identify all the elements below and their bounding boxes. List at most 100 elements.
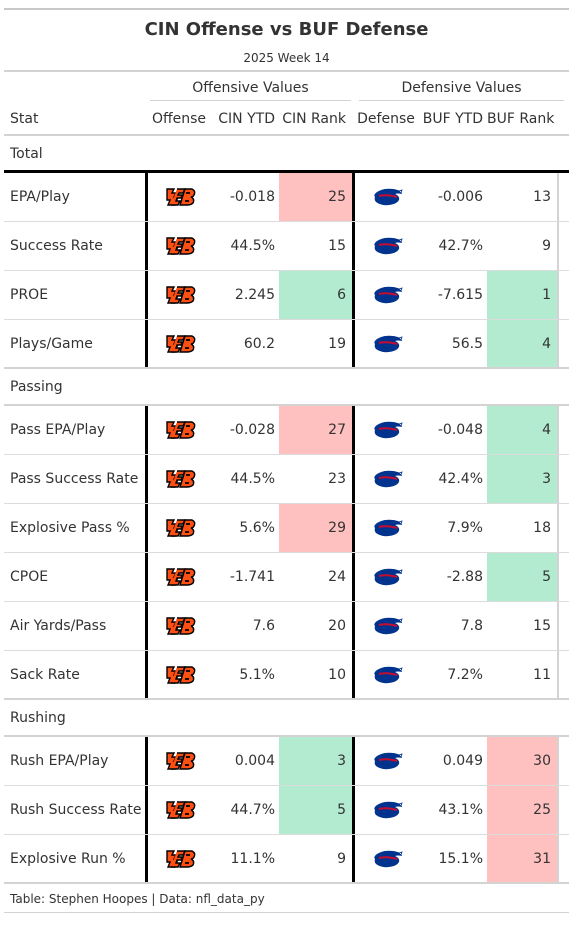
bengals-logo-icon: [145, 651, 213, 698]
buf-rank-value: 18: [487, 504, 559, 552]
cin-ytd-value: 60.2: [243, 335, 275, 352]
cin-ytd-value: 0.004: [234, 753, 275, 769]
cin-ytd-value: -1.741: [229, 569, 275, 585]
group-heading: Total: [4, 136, 569, 173]
buf-ytd-value: -0.006: [437, 189, 483, 205]
stat-label: Pass EPA/Play: [10, 422, 106, 438]
buf-ytd-value: -0.048: [437, 422, 483, 438]
bengals-logo-icon: [145, 504, 213, 552]
buf-rank-value: 4: [487, 320, 559, 367]
buf-ytd-value: 7.2%: [447, 666, 483, 683]
cin-rank-value: 6: [279, 271, 352, 319]
bengals-logo-icon: [145, 455, 213, 503]
table-row: EPA/Play -0.018 25 -0.006 13: [4, 173, 569, 222]
bengals-logo-icon: [145, 737, 213, 785]
bills-logo-icon: [352, 406, 420, 454]
header-offense: Offense: [151, 111, 207, 127]
cin-rank-value: 9: [337, 850, 346, 867]
stat-label: Explosive Run %: [10, 850, 126, 867]
bengals-logo-icon: [145, 786, 213, 834]
cin-rank-value: 19: [328, 335, 346, 352]
bengals-logo-icon: [145, 553, 213, 601]
group-heading: Rushing: [4, 700, 569, 737]
bills-logo-icon: [352, 271, 420, 319]
buf-rank-value: 11: [487, 651, 559, 698]
cin-rank-value: 5: [279, 786, 352, 834]
buf-rank-value: 5: [487, 553, 559, 601]
stat-label: EPA/Play: [10, 189, 70, 205]
buf-rank-value: 3: [487, 455, 559, 503]
cin-ytd-value: -0.018: [229, 189, 275, 205]
table-row: Pass EPA/Play -0.028 27 -0.048 4: [4, 406, 569, 455]
header-buf-rank: BUF Rank: [487, 111, 555, 127]
cin-ytd-value: 44.5%: [230, 238, 275, 254]
cin-ytd-value: 44.7%: [230, 802, 275, 818]
column-spanners: Offensive Values Defensive Values: [4, 72, 569, 102]
bills-logo-icon: [352, 173, 420, 221]
buf-ytd-value: 0.049: [442, 753, 483, 769]
buf-ytd-value: 15.1%: [438, 850, 483, 867]
cin-rank-value: 27: [279, 406, 352, 454]
header-buf-ytd: BUF YTD: [422, 111, 483, 127]
buf-rank-value: 15: [487, 602, 559, 650]
buf-rank-value: 1: [487, 271, 559, 319]
cin-rank-value: 24: [328, 569, 346, 585]
table-row: Air Yards/Pass 7.6 20 7.8 15: [4, 602, 569, 651]
cin-ytd-value: 5.1%: [239, 666, 275, 683]
buf-rank-value: 30: [487, 737, 559, 785]
cin-rank-value: 15: [328, 238, 346, 254]
table-row: PROE 2.245 6 -7.615 1: [4, 271, 569, 320]
header-cin-rank: CIN Rank: [282, 111, 346, 127]
bengals-logo-icon: [145, 835, 213, 882]
bills-logo-icon: [352, 222, 420, 270]
bills-logo-icon: [352, 737, 420, 785]
buf-ytd-value: 42.4%: [438, 471, 483, 487]
cin-ytd-value: 5.6%: [239, 520, 275, 536]
cin-ytd-value: 2.245: [234, 287, 275, 303]
bengals-logo-icon: [145, 320, 213, 367]
table-row: Rush Success Rate 44.7% 5 43.1% 25: [4, 786, 569, 835]
matchup-table: CIN Offense vs BUF Defense 2025 Week 14 …: [4, 8, 569, 913]
stat-label: Success Rate: [10, 238, 103, 254]
table-row: Success Rate 44.5% 15 42.7% 9: [4, 222, 569, 271]
bengals-logo-icon: [145, 602, 213, 650]
table-row: Sack Rate 5.1% 10 7.2% 11: [4, 651, 569, 700]
header-cin-ytd: CIN YTD: [218, 111, 275, 127]
bills-logo-icon: [352, 835, 420, 882]
bills-logo-icon: [352, 320, 420, 367]
bills-logo-icon: [352, 504, 420, 552]
stat-label: Pass Success Rate: [10, 471, 139, 487]
buf-ytd-value: -2.88: [446, 569, 483, 585]
cin-rank-value: 25: [279, 173, 352, 221]
cin-rank-value: 29: [279, 504, 352, 552]
cin-ytd-value: 11.1%: [230, 850, 275, 867]
spanner-defensive-values: Defensive Values: [359, 72, 564, 101]
bengals-logo-icon: [145, 271, 213, 319]
group-heading: Passing: [4, 369, 569, 406]
table-subtitle: 2025 Week 14: [4, 46, 569, 72]
buf-ytd-value: 7.8: [460, 618, 483, 634]
buf-rank-value: 25: [487, 786, 559, 834]
buf-rank-value: 9: [487, 222, 559, 270]
cin-rank-value: 20: [328, 618, 346, 634]
top-rule: [4, 8, 569, 10]
bengals-logo-icon: [145, 222, 213, 270]
buf-ytd-value: 56.5: [451, 335, 483, 352]
buf-rank-value: 13: [487, 173, 559, 221]
table-row: Rush EPA/Play 0.004 3 0.049 30: [4, 737, 569, 786]
stat-label: CPOE: [10, 569, 49, 585]
cin-ytd-value: -0.028: [229, 422, 275, 438]
cin-rank-value: 23: [328, 471, 346, 487]
buf-ytd-value: 42.7%: [438, 238, 483, 254]
table-title: CIN Offense vs BUF Defense: [144, 19, 429, 40]
cin-rank-value: 10: [328, 666, 346, 683]
table-row: CPOE -1.741 24 -2.88 5: [4, 553, 569, 602]
stat-label: Plays/Game: [10, 335, 93, 352]
table-row: Pass Success Rate 44.5% 23 42.4% 3: [4, 455, 569, 504]
column-headers: Stat Offense CIN YTD CIN Rank Defense BU…: [4, 102, 569, 136]
spanner-offensive-values: Offensive Values: [150, 72, 351, 101]
table-row: Plays/Game 60.2 19 56.5 4: [4, 320, 569, 369]
stat-label: PROE: [10, 287, 49, 303]
stat-label: Air Yards/Pass: [10, 618, 107, 634]
table-footer: Table: Stephen Hoopes | Data: nfl_data_p…: [4, 884, 569, 913]
